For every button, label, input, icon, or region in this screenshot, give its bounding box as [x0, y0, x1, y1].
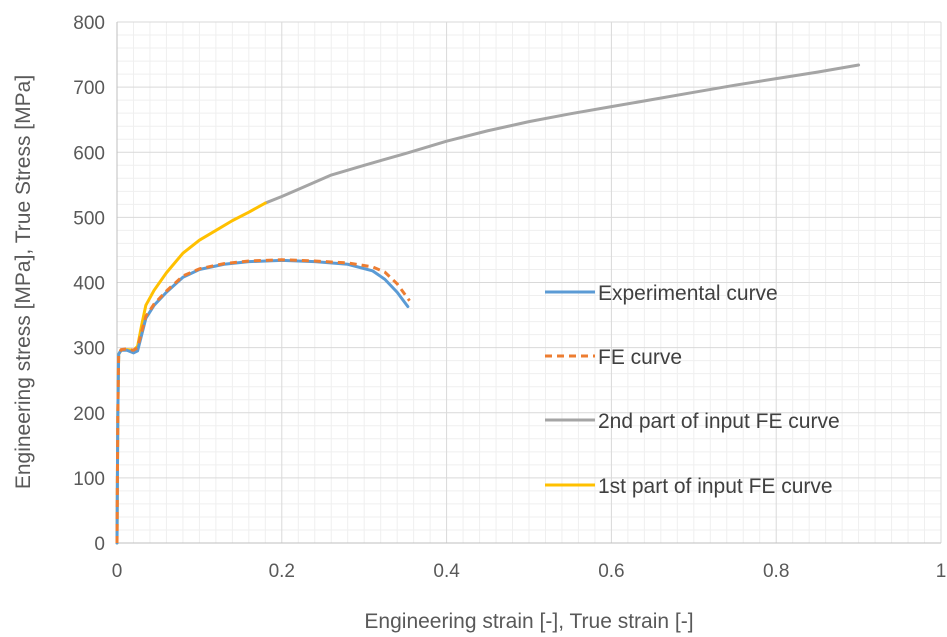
y-axis-title: Engineering stress [MPa], True Stress [M… — [12, 75, 35, 489]
legend-label-0: Experimental curve — [598, 282, 778, 305]
y-tick-label: 600 — [73, 143, 105, 164]
y-tick-label: 0 — [94, 534, 105, 555]
series-line-1 — [115, 258, 411, 544]
y-tick-label: 700 — [73, 78, 105, 99]
series-line-2 — [263, 63, 861, 205]
y-tick-label: 800 — [73, 13, 105, 34]
x-tick-label: 0 — [112, 561, 123, 582]
y-tick-label: 400 — [73, 274, 105, 295]
legend-label-1: FE curve — [598, 346, 682, 369]
major-gridlines — [117, 21, 942, 543]
y-tick-label: 500 — [73, 208, 105, 229]
legend: Experimental curve FE curve 2nd part of in… — [545, 282, 840, 498]
x-tick-label: 0.8 — [763, 561, 789, 582]
x-tick-label: 0.4 — [433, 561, 460, 582]
x-tick-label: 0.2 — [269, 561, 295, 582]
y-tick-labels: 0 100 200 300 400 500 600 700 800 — [73, 13, 105, 555]
x-tick-label: 0.6 — [598, 561, 624, 582]
legend-label-3: 1st part of input FE curve — [598, 475, 833, 498]
legend-label-2: 2nd part of input FE curve — [598, 410, 840, 433]
series-layer — [115, 63, 861, 545]
y-tick-label: 300 — [73, 339, 105, 360]
x-tick-labels: 0 0.2 0.4 0.6 0.8 1 — [112, 561, 947, 582]
x-tick-label: 1 — [936, 561, 947, 582]
y-tick-label: 100 — [73, 469, 105, 490]
y-tick-label: 200 — [73, 404, 105, 425]
x-axis-title: Engineering strain [-], True strain [-] — [364, 610, 693, 633]
